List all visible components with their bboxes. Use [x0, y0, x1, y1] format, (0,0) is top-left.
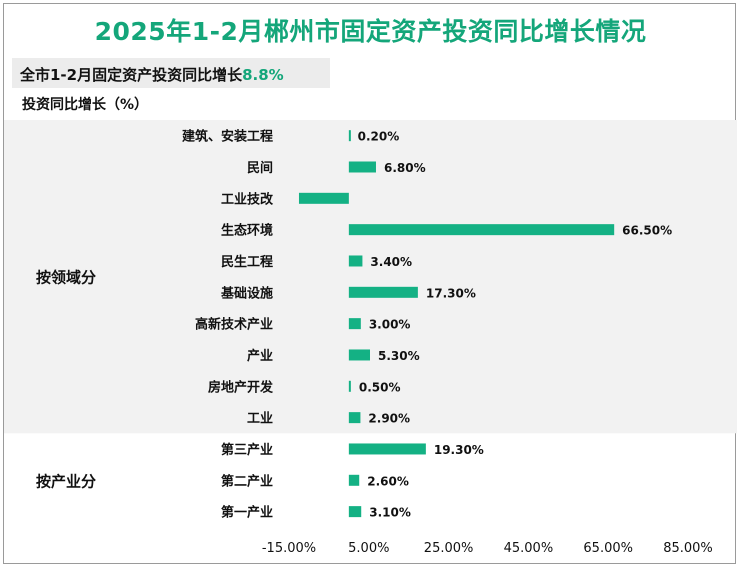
summary-text: 全市1-2月固定资产投资同比增长: [20, 66, 243, 84]
category-label: 基础设施: [220, 285, 273, 301]
bar: [348, 161, 376, 173]
category-label: 建筑、安装工程: [182, 129, 273, 145]
data-label: 0.20%: [358, 130, 400, 144]
category-label: 民生工程: [221, 254, 273, 270]
category-label: 第一产业: [221, 505, 273, 521]
data-label: 2.60%: [367, 474, 409, 488]
category-label: 第二产业: [221, 473, 273, 489]
chart-title: 2025年1-2月郴州市固定资产投资同比增长情况: [94, 17, 647, 46]
bar: [348, 318, 361, 330]
bar: [348, 506, 362, 518]
data-label: 66.50%: [622, 224, 672, 238]
data-label: 5.30%: [378, 349, 420, 363]
category-label: 产业: [247, 348, 273, 364]
bar: [348, 443, 426, 455]
bar: [298, 192, 349, 204]
x-tick-label: 5.00%: [348, 541, 389, 556]
category-label: 房地产开发: [208, 379, 274, 395]
bar: [348, 380, 351, 392]
bar: [348, 255, 363, 267]
summary-box: 全市1-2月固定资产投资同比增长8.8%: [12, 58, 330, 88]
group-label: 按产业分: [36, 472, 96, 490]
data-label: 19.30%: [434, 443, 484, 457]
data-label: 6.80%: [384, 161, 426, 175]
category-label: 第三产业: [221, 442, 273, 458]
x-tick-label: 85.00%: [663, 541, 713, 556]
x-tick-label: 25.00%: [424, 541, 474, 556]
bar: [348, 349, 370, 361]
category-label: 工业: [247, 411, 273, 427]
bar: [348, 474, 360, 486]
category-label: 高新技术产业: [195, 317, 273, 333]
x-tick-label: 65.00%: [583, 541, 633, 556]
category-label: 生态环境: [221, 223, 273, 239]
category-label: 民间: [247, 160, 273, 176]
summary-value: 8.8%: [242, 66, 284, 84]
category-label: 工业技改: [221, 191, 274, 207]
bar: [348, 286, 418, 298]
x-tick-label: 45.00%: [504, 541, 554, 556]
bar: [348, 130, 351, 142]
data-label: 2.90%: [368, 412, 410, 426]
data-label: 3.40%: [370, 255, 412, 269]
data-label: 3.00%: [369, 318, 411, 332]
data-label: 0.50%: [359, 380, 401, 394]
bar: [348, 412, 361, 424]
bar: [348, 224, 615, 236]
data-label: 3.10%: [369, 506, 411, 520]
x-tick-label: -15.00%: [262, 541, 316, 556]
group-label: 按领域分: [36, 269, 96, 287]
unit-label: 投资同比增长（%）: [22, 97, 149, 113]
data-label: 17.30%: [426, 286, 476, 300]
